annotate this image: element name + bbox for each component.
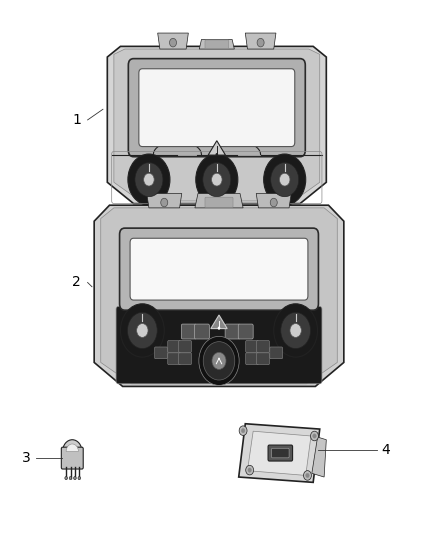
FancyBboxPatch shape [139, 69, 295, 147]
Polygon shape [199, 39, 234, 49]
Wedge shape [66, 444, 78, 451]
FancyBboxPatch shape [120, 228, 318, 310]
Polygon shape [208, 141, 226, 155]
Polygon shape [247, 431, 311, 475]
Text: 2: 2 [72, 276, 81, 289]
Polygon shape [107, 46, 326, 204]
Circle shape [137, 324, 148, 337]
Circle shape [78, 477, 81, 480]
Wedge shape [63, 440, 82, 451]
Polygon shape [114, 49, 320, 201]
Polygon shape [256, 193, 291, 208]
Circle shape [271, 163, 299, 197]
Circle shape [128, 154, 170, 205]
Text: 4: 4 [381, 443, 390, 457]
FancyBboxPatch shape [181, 324, 196, 339]
FancyBboxPatch shape [238, 324, 253, 339]
Text: 3: 3 [22, 451, 31, 465]
Circle shape [144, 173, 154, 186]
FancyBboxPatch shape [272, 448, 289, 458]
FancyBboxPatch shape [257, 353, 269, 365]
Polygon shape [312, 437, 326, 477]
Polygon shape [94, 205, 344, 386]
Circle shape [215, 153, 218, 156]
Circle shape [274, 304, 318, 357]
FancyBboxPatch shape [268, 445, 293, 461]
FancyBboxPatch shape [61, 447, 83, 469]
Circle shape [306, 473, 309, 478]
Circle shape [248, 468, 251, 472]
Circle shape [281, 312, 311, 349]
FancyBboxPatch shape [246, 353, 258, 365]
Polygon shape [147, 193, 182, 208]
Circle shape [218, 327, 220, 330]
FancyBboxPatch shape [246, 341, 258, 352]
Circle shape [170, 38, 177, 47]
Circle shape [241, 429, 245, 433]
FancyBboxPatch shape [155, 347, 167, 359]
Circle shape [311, 431, 318, 441]
Circle shape [212, 352, 226, 369]
Polygon shape [245, 33, 276, 49]
Circle shape [203, 342, 235, 380]
Circle shape [69, 477, 72, 480]
Polygon shape [158, 33, 188, 49]
Text: 1: 1 [72, 113, 81, 127]
Circle shape [74, 477, 76, 480]
Polygon shape [211, 315, 227, 328]
FancyBboxPatch shape [270, 347, 283, 359]
Circle shape [199, 336, 239, 385]
FancyBboxPatch shape [168, 341, 180, 352]
Circle shape [239, 426, 247, 435]
Circle shape [264, 154, 306, 205]
Circle shape [203, 163, 231, 197]
Circle shape [257, 38, 264, 47]
FancyBboxPatch shape [225, 324, 240, 339]
Circle shape [313, 434, 316, 438]
Circle shape [304, 471, 311, 480]
Circle shape [120, 304, 164, 357]
FancyBboxPatch shape [179, 341, 191, 352]
Polygon shape [195, 193, 243, 208]
Circle shape [270, 198, 277, 207]
Circle shape [161, 198, 168, 207]
Circle shape [135, 163, 163, 197]
Circle shape [212, 173, 222, 186]
Polygon shape [101, 208, 337, 384]
Circle shape [65, 477, 67, 480]
FancyBboxPatch shape [116, 306, 322, 384]
FancyBboxPatch shape [168, 353, 180, 365]
FancyBboxPatch shape [205, 197, 233, 207]
FancyBboxPatch shape [205, 40, 229, 49]
Circle shape [127, 312, 157, 349]
Circle shape [279, 173, 290, 186]
FancyBboxPatch shape [179, 353, 191, 365]
Polygon shape [239, 424, 320, 482]
Circle shape [196, 154, 238, 205]
Circle shape [290, 324, 301, 337]
FancyBboxPatch shape [257, 341, 269, 352]
Circle shape [246, 465, 254, 475]
FancyBboxPatch shape [130, 238, 308, 300]
FancyBboxPatch shape [194, 324, 209, 339]
FancyBboxPatch shape [128, 59, 305, 157]
